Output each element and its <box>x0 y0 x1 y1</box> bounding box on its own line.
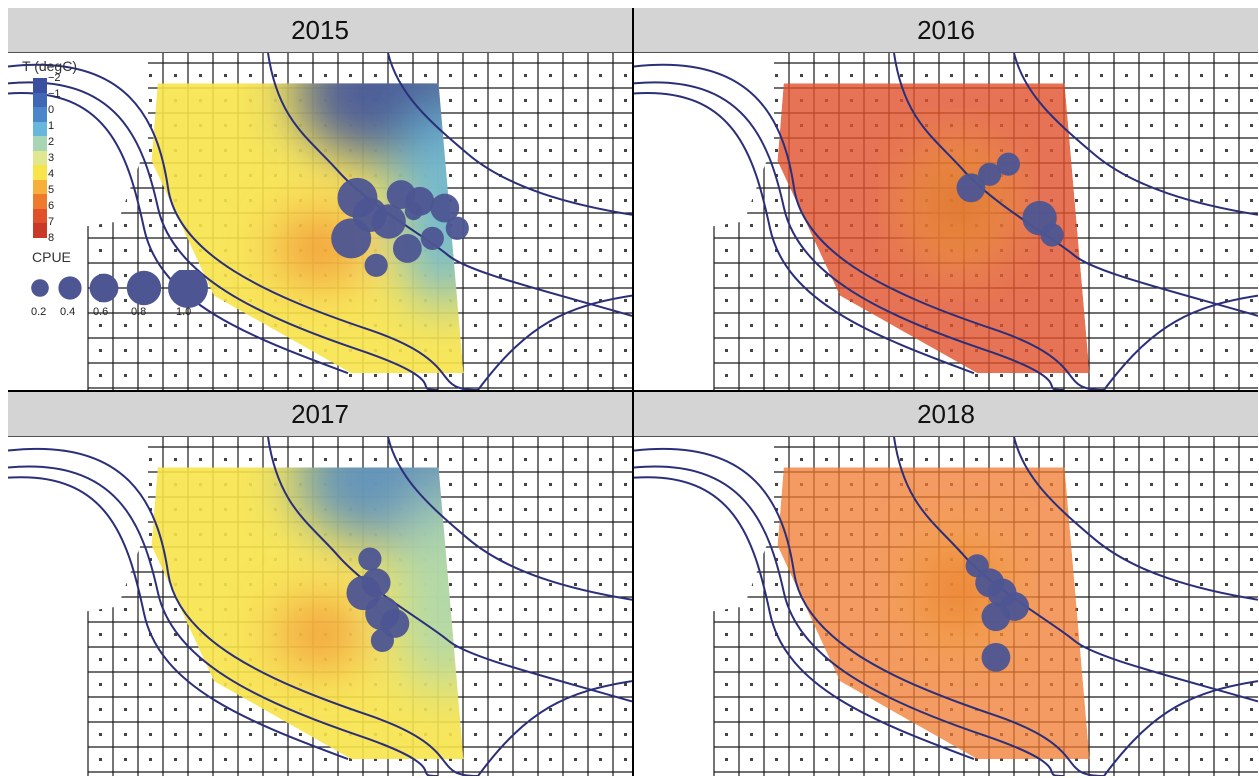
cpue-legend-dot <box>168 270 208 308</box>
cpue-label-0-4: 0.4 <box>60 306 76 318</box>
map-area <box>634 437 1258 776</box>
cpue-legend-dot <box>126 270 162 306</box>
coastline <box>634 437 1258 776</box>
cpue-label-1-0: 1.0 <box>176 306 192 318</box>
cpue-point <box>331 218 372 259</box>
map-svg <box>8 437 632 776</box>
panel-2015: 2015 T (degC) −2 −1 0 1 2 3 4 5 6 7 8 CPUE 0.2 0.4… <box>8 8 632 390</box>
cpue-point <box>996 152 1020 176</box>
coastline <box>8 53 632 390</box>
panel-2018: 2018 <box>634 392 1258 776</box>
map-svg <box>634 53 1258 390</box>
legend-tick: 3 <box>48 152 55 164</box>
figure: 2015 T (degC) −2 −1 0 1 2 3 4 5 6 7 8 CPUE 0.2 0.4… <box>8 8 1258 776</box>
cpue-legend-dot <box>31 279 49 297</box>
panel-2016: 2016 <box>634 8 1258 390</box>
legend-tick: 6 <box>48 200 55 212</box>
legend-title: T (degC) <box>22 58 77 74</box>
cpue-point <box>404 202 423 221</box>
cpue-legend-dot <box>89 273 119 303</box>
legend-tick: 0 <box>48 104 55 116</box>
cpue-label-0-8: 0.8 <box>131 306 147 318</box>
map-area <box>8 437 632 776</box>
temperature-field <box>777 467 1090 760</box>
map-svg <box>8 53 632 390</box>
cpue-point <box>361 568 391 598</box>
legend-tick: −2 <box>48 72 61 84</box>
cpue-points <box>346 547 410 652</box>
colorbar-segment <box>33 165 47 180</box>
cpue-point <box>978 162 1002 186</box>
cpue-legend-dots <box>31 270 208 308</box>
cpue-points <box>965 554 1030 672</box>
cpue-points <box>331 177 469 277</box>
legend-tick: 1 <box>48 120 55 132</box>
cpue-point <box>420 226 444 250</box>
colorbar-segment <box>33 121 47 137</box>
legend-tick: −1 <box>48 88 61 100</box>
map-area <box>634 53 1258 390</box>
panel-title: 2016 <box>634 8 1258 53</box>
panel-title: 2018 <box>634 392 1258 437</box>
colorbar-segment <box>33 78 47 93</box>
colorbar-segment <box>33 136 47 151</box>
legend-tick: 8 <box>48 232 55 244</box>
legend-colorbar <box>33 78 47 238</box>
colorbar-segment <box>33 194 47 209</box>
cpue-point <box>358 547 382 571</box>
cpue-label-0-6: 0.6 <box>93 306 109 318</box>
legend-tick: 7 <box>48 216 55 228</box>
colorbar-segment <box>33 208 47 224</box>
colorbar-segment <box>33 92 47 108</box>
legend-tick: 5 <box>48 184 55 196</box>
cpue-point <box>430 193 460 223</box>
cpue-point <box>981 642 1011 672</box>
cpue-point <box>445 216 469 240</box>
cpue-point <box>392 234 422 263</box>
map-area <box>8 53 632 390</box>
coastline <box>8 437 632 776</box>
legend-tick: 2 <box>48 136 55 148</box>
cpue-point <box>981 602 1011 632</box>
cpue-label-0-2: 0.2 <box>31 306 47 318</box>
cpue-point <box>364 253 388 277</box>
cpue-legend-dot <box>58 276 82 300</box>
colorbar-segment <box>33 107 47 122</box>
colorbar-segment <box>33 150 47 166</box>
colorbar-segment <box>33 223 47 238</box>
panel-title: 2015 <box>8 8 632 53</box>
cpue-legend-title: CPUE <box>32 249 71 265</box>
cpue-point <box>1040 223 1064 247</box>
map-svg <box>634 437 1258 776</box>
legend-tick: 4 <box>48 168 55 180</box>
cpue-point <box>371 204 406 239</box>
cpue-point <box>370 628 394 652</box>
cpue-points <box>956 152 1064 247</box>
panel-title: 2017 <box>8 392 632 437</box>
colorbar-segment <box>33 179 47 195</box>
coastline <box>634 53 1258 390</box>
temperature-field <box>151 467 464 760</box>
panel-2017: 2017 <box>8 392 632 776</box>
cpue-point <box>956 173 986 203</box>
